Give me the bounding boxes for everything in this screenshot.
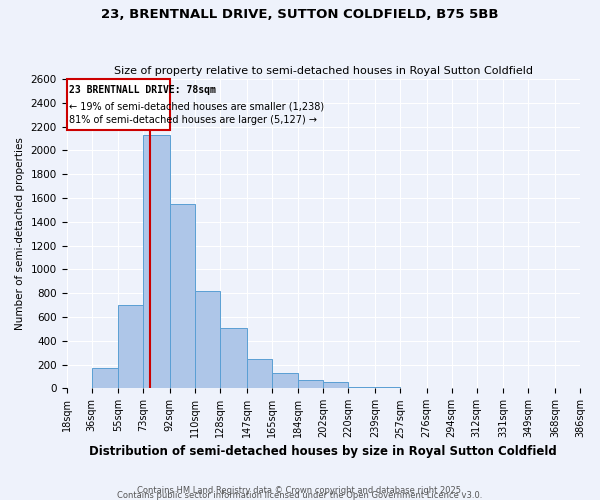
Bar bbox=[118, 305, 143, 388]
Bar bbox=[92, 368, 118, 388]
Bar bbox=[349, 386, 375, 388]
Bar bbox=[272, 374, 298, 388]
Bar bbox=[170, 204, 195, 388]
Bar bbox=[195, 291, 220, 388]
Bar bbox=[323, 382, 349, 388]
Text: Contains HM Land Registry data © Crown copyright and database right 2025.: Contains HM Land Registry data © Crown c… bbox=[137, 486, 463, 495]
Text: ← 19% of semi-detached houses are smaller (1,238): ← 19% of semi-detached houses are smalle… bbox=[70, 102, 325, 112]
Bar bbox=[143, 135, 170, 388]
Title: Size of property relative to semi-detached houses in Royal Sutton Coldfield: Size of property relative to semi-detach… bbox=[114, 66, 533, 76]
Bar bbox=[220, 328, 247, 388]
X-axis label: Distribution of semi-detached houses by size in Royal Sutton Coldfield: Distribution of semi-detached houses by … bbox=[89, 444, 557, 458]
Text: 23 BRENTNALL DRIVE: 78sqm: 23 BRENTNALL DRIVE: 78sqm bbox=[70, 85, 216, 95]
FancyBboxPatch shape bbox=[67, 79, 170, 130]
Text: 23, BRENTNALL DRIVE, SUTTON COLDFIELD, B75 5BB: 23, BRENTNALL DRIVE, SUTTON COLDFIELD, B… bbox=[101, 8, 499, 20]
Y-axis label: Number of semi-detached properties: Number of semi-detached properties bbox=[15, 138, 25, 330]
Text: 81% of semi-detached houses are larger (5,127) →: 81% of semi-detached houses are larger (… bbox=[70, 116, 317, 126]
Text: Contains public sector information licensed under the Open Government Licence v3: Contains public sector information licen… bbox=[118, 490, 482, 500]
Bar bbox=[375, 387, 400, 388]
Bar bbox=[247, 358, 272, 388]
Bar bbox=[298, 380, 323, 388]
